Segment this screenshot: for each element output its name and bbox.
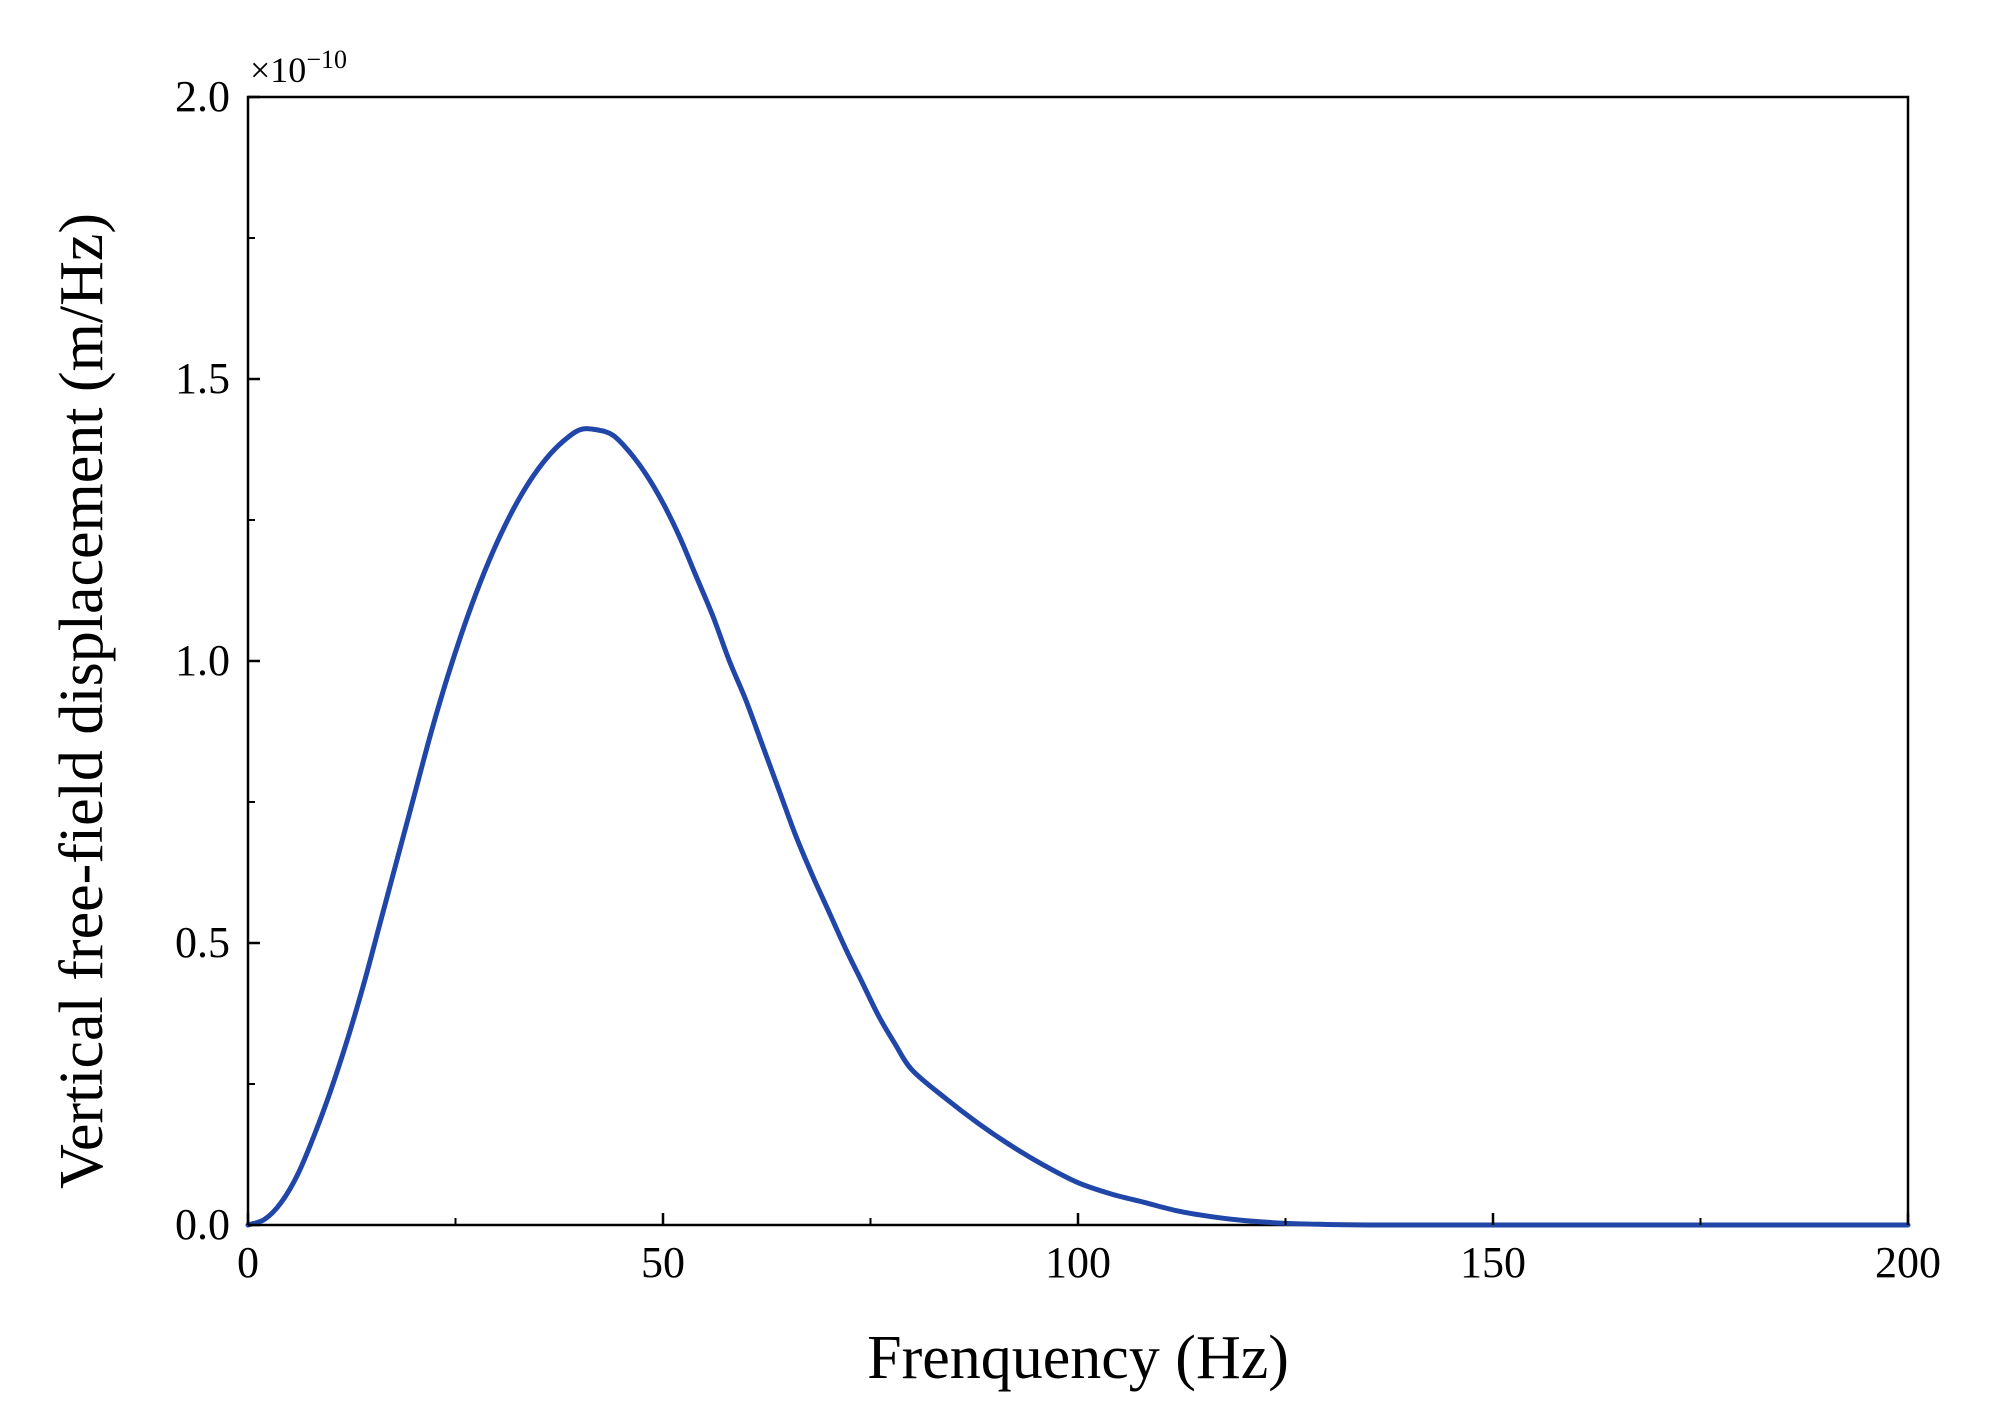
y-tick-label: 0.0 bbox=[175, 1200, 230, 1249]
y-axis-label: Vertical free-field displacement (m/Hz) bbox=[48, 213, 116, 1189]
y-tick-label: 0.5 bbox=[175, 918, 230, 967]
y-axis: 0.0 0.5 1.0 1.5 2.0 bbox=[175, 72, 260, 1249]
x-tick-label: 0 bbox=[237, 1238, 259, 1287]
series-line bbox=[245, 426, 1911, 1228]
y-tick-label: 1.0 bbox=[175, 636, 230, 685]
y-tick-label: 2.0 bbox=[175, 72, 230, 121]
y-exponent-label: ×10−10 bbox=[250, 45, 347, 90]
x-tick-label: 100 bbox=[1045, 1238, 1111, 1287]
x-tick-label: 50 bbox=[641, 1238, 685, 1287]
x-tick-label: 200 bbox=[1875, 1238, 1941, 1287]
y-exponent-base: ×10 bbox=[250, 50, 306, 90]
y-exponent-power: −10 bbox=[306, 45, 347, 74]
plot-frame bbox=[246, 95, 1910, 1227]
x-axis-label: Frenquency (Hz) bbox=[867, 1324, 1289, 1392]
plot-area bbox=[245, 95, 1911, 1228]
x-tick-label: 150 bbox=[1460, 1238, 1526, 1287]
x-axis: 0 50 100 150 200 bbox=[237, 1213, 1941, 1287]
y-tick-label: 1.5 bbox=[175, 354, 230, 403]
